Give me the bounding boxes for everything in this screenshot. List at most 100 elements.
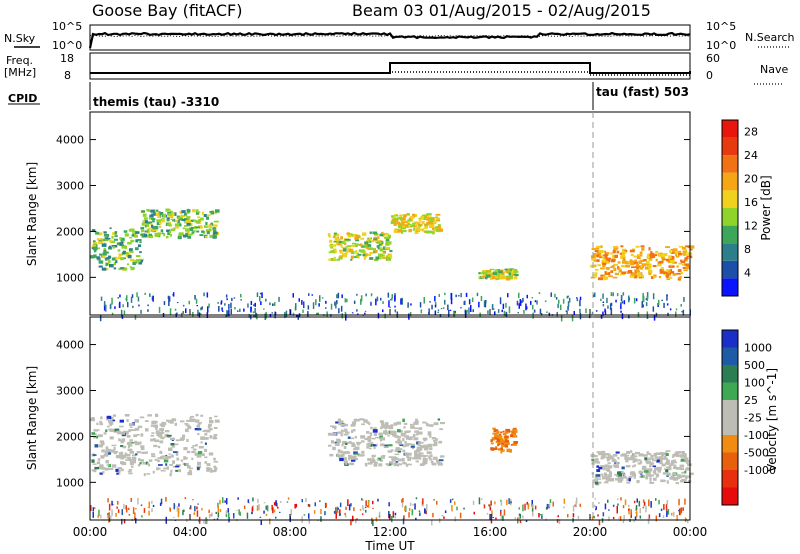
velocity-scatter-cell (426, 451, 432, 454)
power-scatter-cell (594, 272, 598, 276)
near-range-speckle (602, 293, 604, 299)
near-range-speckle (196, 510, 199, 517)
power-scatter-cell (618, 269, 622, 273)
near-range-speckle (100, 514, 102, 519)
near-range-speckle (199, 313, 202, 315)
velocity-scatter-cell (92, 463, 97, 465)
power-scatter-cell (114, 235, 118, 238)
power-scatter-cell (514, 270, 519, 273)
power-scatter-cell (175, 226, 180, 229)
power-scatter-cell (364, 245, 368, 248)
near-range-speckle (151, 500, 153, 504)
power-scatter-cell (613, 267, 617, 271)
near-range-speckle (411, 509, 414, 516)
near-range-speckle (620, 497, 622, 501)
near-range-speckle (495, 517, 497, 520)
near-range-speckle (607, 305, 609, 309)
velocity-scatter-cell (350, 424, 356, 427)
power-scatter-cell (424, 218, 429, 220)
near-range-speckle (635, 298, 638, 302)
near-range-speckle (673, 511, 675, 517)
velocity-scatter-cell (496, 430, 500, 434)
near-range-speckle (148, 510, 150, 516)
power-scatter-cell (165, 235, 169, 239)
power-scatter-cell (129, 266, 133, 268)
velocity-scatter-cell (418, 452, 424, 455)
power-scatter-cell (689, 255, 693, 259)
velocity-scatter-cell (351, 421, 357, 425)
near-range-speckle (544, 300, 547, 303)
velocity-scatter-cell (402, 461, 406, 465)
velocity-scatter-cell (332, 446, 336, 451)
near-range-speckle (679, 508, 682, 515)
power-scatter-cell (150, 229, 154, 232)
power-scatter-cell (150, 209, 155, 213)
near-range-speckle (243, 308, 245, 312)
velocity-scatter-cell (428, 456, 431, 459)
power-scatter-cell (358, 254, 362, 256)
power-scatter-cell (204, 225, 208, 228)
power-scatter-cell (508, 270, 511, 274)
velocity-scatter-cell (666, 472, 671, 476)
near-range-speckle (501, 309, 503, 313)
velocity-scatter-cell (135, 441, 140, 444)
power-scatter-cell (118, 253, 123, 257)
velocity-scatter-cell (191, 446, 194, 449)
power-scatter-cell (610, 270, 614, 273)
power-scatter-cell (677, 253, 683, 256)
velocity-scatter-cell (150, 434, 155, 437)
power-scatter-cell (373, 236, 377, 239)
power-scatter-cell (384, 246, 389, 249)
power-scatter-cell (387, 234, 391, 239)
velocity-scatter-cell (414, 453, 419, 457)
near-range-speckle (478, 301, 480, 308)
nave-tick-top: 60 (706, 52, 720, 65)
velocity-scatter-cell (343, 433, 349, 436)
power-scatter-cell (333, 232, 337, 236)
velocity-scatter-cell (678, 451, 684, 454)
power-scatter-cell (338, 256, 343, 260)
power-scatter-cell (608, 259, 611, 263)
near-range-speckle (489, 506, 492, 511)
velocity-scatter-cell (208, 452, 214, 456)
velocity-scatter-cell (400, 433, 405, 437)
velocity-scatter-cell (348, 456, 353, 459)
velocity-scatter-cell (361, 440, 365, 443)
near-range-speckle (147, 309, 149, 312)
near-range-speckle (140, 309, 142, 314)
near-range-speckle (549, 503, 551, 508)
velocity-colorbar-segment (722, 330, 738, 348)
near-range-speckle (483, 300, 486, 308)
near-range-speckle (394, 295, 396, 302)
near-range-speckle (620, 303, 622, 310)
near-range-speckle (303, 301, 305, 309)
power-scatter-cell (149, 214, 154, 218)
power-scatter-cell (648, 269, 653, 274)
velocity-scatter-cell (145, 451, 148, 454)
velocity-scatter-cell (113, 451, 117, 455)
near-range-speckle (289, 309, 292, 316)
velocity-scatter-cell (350, 455, 354, 458)
near-range-speckle (480, 296, 483, 301)
velocity-scatter-cell (206, 470, 210, 472)
power-scatter-cell (372, 231, 377, 235)
near-range-speckle (220, 302, 222, 305)
power-colorbar-tick: 16 (744, 196, 758, 209)
near-range-speckle (107, 498, 109, 503)
power-scatter-cell (480, 275, 485, 279)
near-range-speckle (666, 294, 668, 301)
velocity-scatter-cell (137, 464, 141, 467)
near-range-speckle (623, 300, 626, 305)
power-scatter-cell (416, 229, 420, 232)
near-range-speckle (203, 292, 205, 297)
power-scatter-cell (614, 254, 618, 258)
velocity-scatter-cell (367, 436, 372, 440)
velocity-colorbar-frame (721, 329, 739, 506)
near-range-speckle (449, 499, 452, 503)
near-range-speckle (574, 504, 576, 507)
near-range-speckle (392, 511, 395, 518)
near-range-speckle (192, 499, 194, 501)
velocity-scatter-cell (505, 428, 511, 432)
velocity-scatter-cell (196, 424, 200, 428)
power-colorbar-segment (722, 225, 738, 244)
